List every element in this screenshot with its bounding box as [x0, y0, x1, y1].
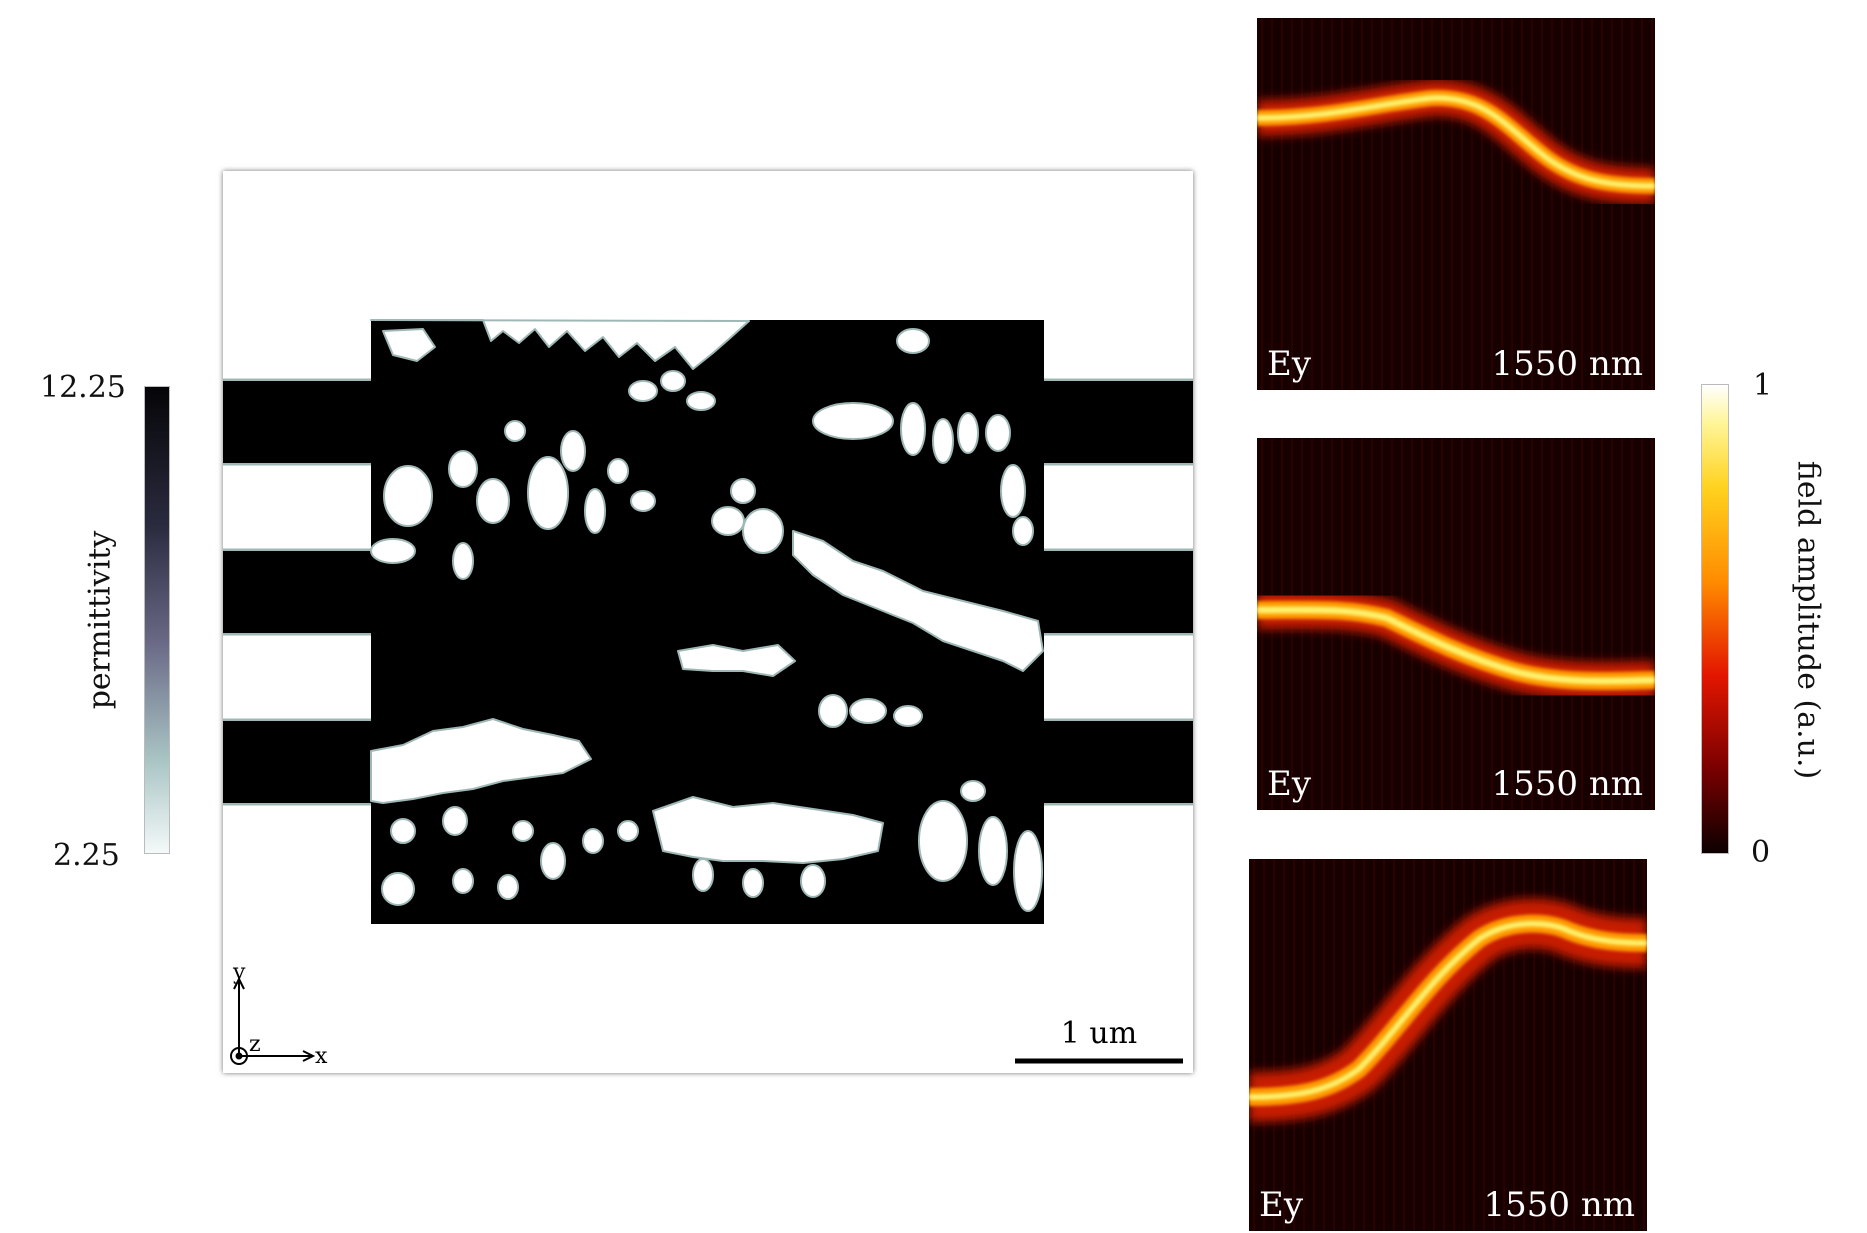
field-map-middle-wavelength: 1550 nm: [1491, 764, 1643, 804]
permittivity-min-label: 2.25: [53, 838, 120, 873]
output-waveguides: [1043, 381, 1193, 803]
axis-y-label: y: [232, 960, 246, 985]
output-waveguide-2: [1043, 551, 1193, 633]
device-structure-figure: y z x 1 um: [223, 319, 1193, 1069]
field-map-bottom-plot: [1249, 859, 1647, 1231]
field-map-top-component: Ey: [1267, 344, 1312, 384]
permittivity-max-label: 12.25: [40, 370, 126, 405]
field-colorbar-max-label: 1: [1753, 368, 1773, 403]
scale-bar-label: 1 um: [1061, 1016, 1137, 1051]
field-map-middle: Ey 1550 nm: [1257, 438, 1655, 810]
field-map-top-wavelength: 1550 nm: [1491, 344, 1643, 384]
input-waveguides: [223, 381, 373, 803]
permittivity-axis-title: permittivity: [82, 530, 118, 710]
axis-z-label: z: [249, 1032, 261, 1057]
axis-x-label: x: [315, 1044, 328, 1069]
field-amplitude-colorbar: [1701, 384, 1729, 854]
field-colorbar-min-label: 0: [1751, 835, 1771, 870]
field-map-bottom-wavelength: 1550 nm: [1483, 1185, 1635, 1225]
field-amplitude-axis-title: field amplitude (a.u.): [1790, 460, 1826, 780]
design-region: [370, 319, 1044, 924]
field-map-top-plot: [1257, 18, 1655, 390]
coordinate-axes: [230, 976, 316, 1065]
input-waveguide-3: [223, 721, 373, 803]
permittivity-colorbar: [144, 386, 170, 854]
input-waveguide-1: [223, 381, 373, 463]
field-map-top: Ey 1550 nm: [1257, 18, 1655, 390]
field-map-middle-plot: [1257, 438, 1655, 810]
output-waveguide-1: [1043, 381, 1193, 463]
field-map-bottom-component: Ey: [1259, 1185, 1304, 1225]
field-map-middle-component: Ey: [1267, 764, 1312, 804]
input-waveguide-2: [223, 551, 373, 633]
device-structure-panel: y z x 1 um: [223, 171, 1193, 1073]
field-map-bottom: Ey 1550 nm: [1249, 859, 1647, 1231]
output-waveguide-3: [1043, 721, 1193, 803]
